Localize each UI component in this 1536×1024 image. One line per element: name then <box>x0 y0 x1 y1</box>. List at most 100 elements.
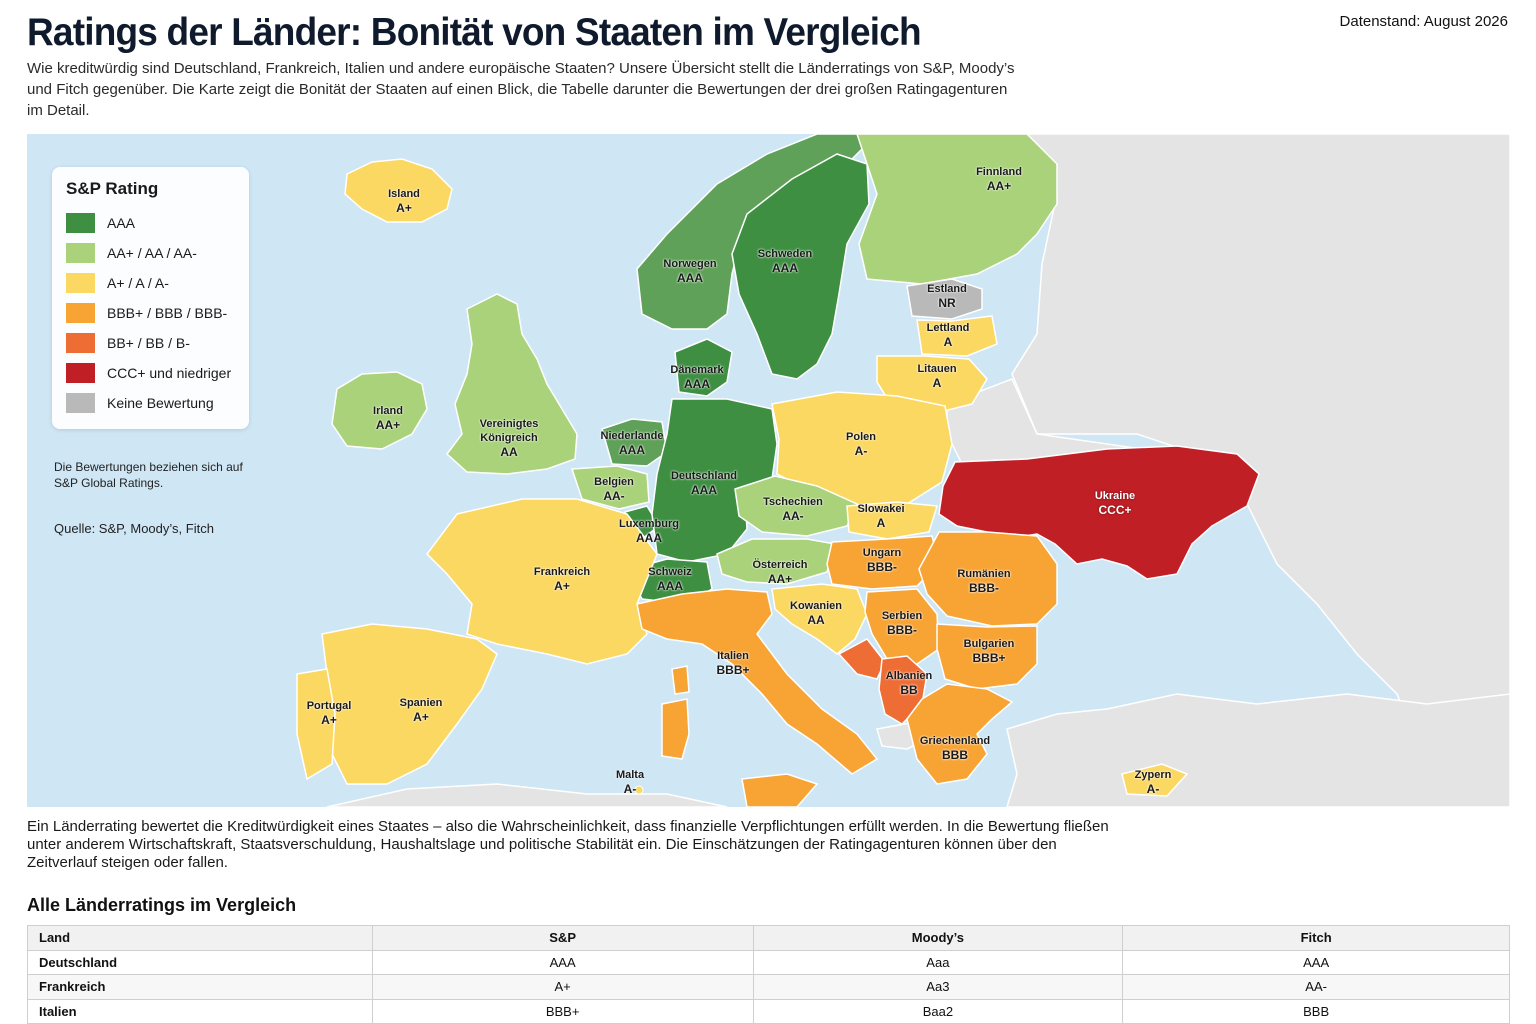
label-schweden[interactable]: Schweden AAA <box>758 247 812 275</box>
country-estland <box>906 278 983 320</box>
country-schweden <box>731 153 870 380</box>
country-name: Litauen <box>917 363 957 375</box>
map-canvas <box>27 134 1510 807</box>
europe-map[interactable]: S&P Rating AAA AA+ / AA / AA- A+ / A / A… <box>27 134 1510 807</box>
country-rating: AA- <box>782 509 804 523</box>
label-polen[interactable]: Polen A- <box>846 430 876 458</box>
column-header-fitch[interactable]: Fitch <box>1122 925 1510 951</box>
column-header-sp[interactable]: S&P <box>371 925 754 951</box>
label-oesterreich[interactable]: Österreich AA+ <box>752 558 807 586</box>
legend-swatch <box>66 213 95 233</box>
label-norwegen[interactable]: Norwegen AAA <box>663 257 716 285</box>
label-belgien[interactable]: Belgien AA- <box>594 475 634 503</box>
label-estland[interactable]: Estland NR <box>927 282 967 310</box>
cell-sp: BBB+ <box>371 998 754 1024</box>
country-name: Dänemark <box>670 364 724 376</box>
cell-sp: A+ <box>371 974 754 1000</box>
country-rating: AAA <box>683 377 710 391</box>
label-lettland[interactable]: Lettland A <box>927 321 970 349</box>
cell-moodys: Aa3 <box>752 974 1124 1000</box>
label-ungarn[interactable]: Ungarn BBB- <box>863 546 902 574</box>
column-header-moodys[interactable]: Moody’s <box>752 925 1124 951</box>
legend-label: Keine Bewertung <box>107 395 214 411</box>
country-name: Finnland <box>976 166 1022 178</box>
label-irland[interactable]: Irland AA+ <box>373 404 403 432</box>
label-niederlande[interactable]: Niederlande AAA <box>601 429 664 457</box>
label-bulgarien[interactable]: Bulgarien BBB+ <box>964 637 1015 665</box>
country-rating: A <box>932 376 942 390</box>
label-kowanien[interactable]: Kowanien AA <box>790 599 842 627</box>
north-africa-land <box>326 783 728 807</box>
legend-swatch <box>66 363 95 383</box>
country-name: Vereinigtes Königreich <box>479 418 539 444</box>
country-lettland <box>916 315 998 357</box>
label-slowakei[interactable]: Slowakei A <box>857 502 904 530</box>
country-rating: AAA <box>677 271 703 285</box>
label-vereinigtes-koenigreich[interactable]: Vereinigtes Königreich AA <box>454 417 564 459</box>
label-litauen[interactable]: Litauen A <box>917 362 956 390</box>
country-zypern <box>1121 763 1189 797</box>
label-tschechien[interactable]: Tschechien AA- <box>763 495 823 523</box>
label-ukraine[interactable]: Ukraine CCC+ <box>1095 489 1135 517</box>
explanation-text: Ein Länderrating bewertet die Kreditwürd… <box>27 818 1109 871</box>
country-irland <box>331 371 428 450</box>
label-frankreich[interactable]: Frankreich A+ <box>534 565 590 593</box>
country-island <box>344 158 453 223</box>
label-albanien[interactable]: Albanien BB <box>886 669 932 697</box>
cell-moodys: Aaa <box>752 949 1124 975</box>
country-rating: A- <box>854 444 868 458</box>
turkey-land <box>1006 693 1510 807</box>
country-portugal <box>296 668 336 781</box>
label-island[interactable]: Island A+ <box>388 187 420 215</box>
country-rating: BBB- <box>886 623 917 637</box>
country-rating: A+ <box>413 710 429 724</box>
label-daenemark[interactable]: Dänemark AAA <box>670 363 723 391</box>
label-schweiz[interactable]: Schweiz AAA <box>648 565 691 593</box>
label-serbien[interactable]: Serbien BBB- <box>882 609 922 637</box>
country-name: Österreich <box>752 559 808 571</box>
country-name: Island <box>388 188 420 200</box>
italy-corsica <box>671 665 690 695</box>
legend-item-bb: BB+ / BB / B- <box>66 328 235 358</box>
baltic-sea <box>827 234 907 434</box>
legend-item-aaa: AAA <box>66 208 235 238</box>
label-zypern[interactable]: Zypern A- <box>1135 768 1172 796</box>
label-spanien[interactable]: Spanien A+ <box>400 696 443 724</box>
label-deutschland[interactable]: Deutschland AAA <box>671 469 737 497</box>
label-griechenland[interactable]: Griechenland BBB <box>920 734 990 762</box>
cell-land: Italien <box>27 998 373 1024</box>
country-name: Schweden <box>757 248 813 260</box>
country-rating: A+ <box>554 579 570 593</box>
label-rumaenien[interactable]: Rumänien BBB- <box>957 567 1010 595</box>
italy-sicily <box>741 773 819 807</box>
country-name: Luxemburg <box>619 518 679 530</box>
country-malta <box>634 785 644 795</box>
label-malta[interactable]: Malta A- <box>616 768 644 796</box>
country-rating: CCC+ <box>1098 503 1132 517</box>
column-header-land[interactable]: Land <box>27 925 373 951</box>
country-name: Bulgarien <box>963 638 1015 650</box>
label-luxemburg[interactable]: Luxemburg AAA <box>619 517 679 545</box>
legend-item-ccc: CCC+ und niedriger <box>66 358 235 388</box>
country-finnland <box>856 134 1058 285</box>
legend-label: AAA <box>107 215 136 231</box>
country-frankreich <box>426 498 658 665</box>
country-name: Deutschland <box>670 470 738 482</box>
country-rating: AA- <box>603 489 625 503</box>
country-tschechien <box>734 475 858 537</box>
country-name: Ukraine <box>1094 490 1136 502</box>
country-name: Rumänien <box>957 568 1011 580</box>
label-finnland[interactable]: Finnland AA+ <box>976 165 1022 193</box>
cell-fitch: AAA <box>1122 949 1510 975</box>
cell-sp: AAA <box>371 949 754 975</box>
cell-moodys: Baa2 <box>752 998 1124 1024</box>
page-subtitle: Wie kreditwürdig sind Deutschland, Frank… <box>27 60 1015 119</box>
label-italien[interactable]: Italien BBB+ <box>716 649 749 677</box>
cell-fitch: AA- <box>1122 974 1510 1000</box>
legend-item-bbb: BBB+ / BBB / BBB- <box>66 298 235 328</box>
label-portugal[interactable]: Portugal A+ <box>307 699 352 727</box>
country-rating: NR <box>938 296 956 310</box>
country-name: Belgien <box>594 476 634 488</box>
country-rating: BBB+ <box>716 663 750 677</box>
cell-land: Deutschland <box>27 949 373 975</box>
